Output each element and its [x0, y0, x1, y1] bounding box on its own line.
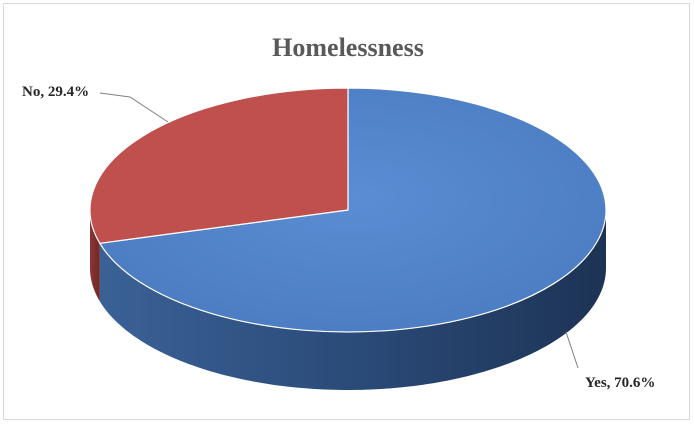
data-label-yes: Yes, 70.6%: [585, 375, 655, 391]
chart-title: Homelessness: [272, 33, 424, 62]
pie-slice-yes: [99, 87, 607, 333]
pie-slice-no: [89, 87, 349, 244]
pie-slices: [89, 87, 607, 390]
pie-side-no: [90, 210, 100, 302]
data-label-no: No, 29.4%: [22, 84, 89, 100]
yes-leader-line: [565, 331, 579, 369]
no-leader-line: [99, 92, 169, 123]
pie-side-yes: [99, 210, 607, 390]
